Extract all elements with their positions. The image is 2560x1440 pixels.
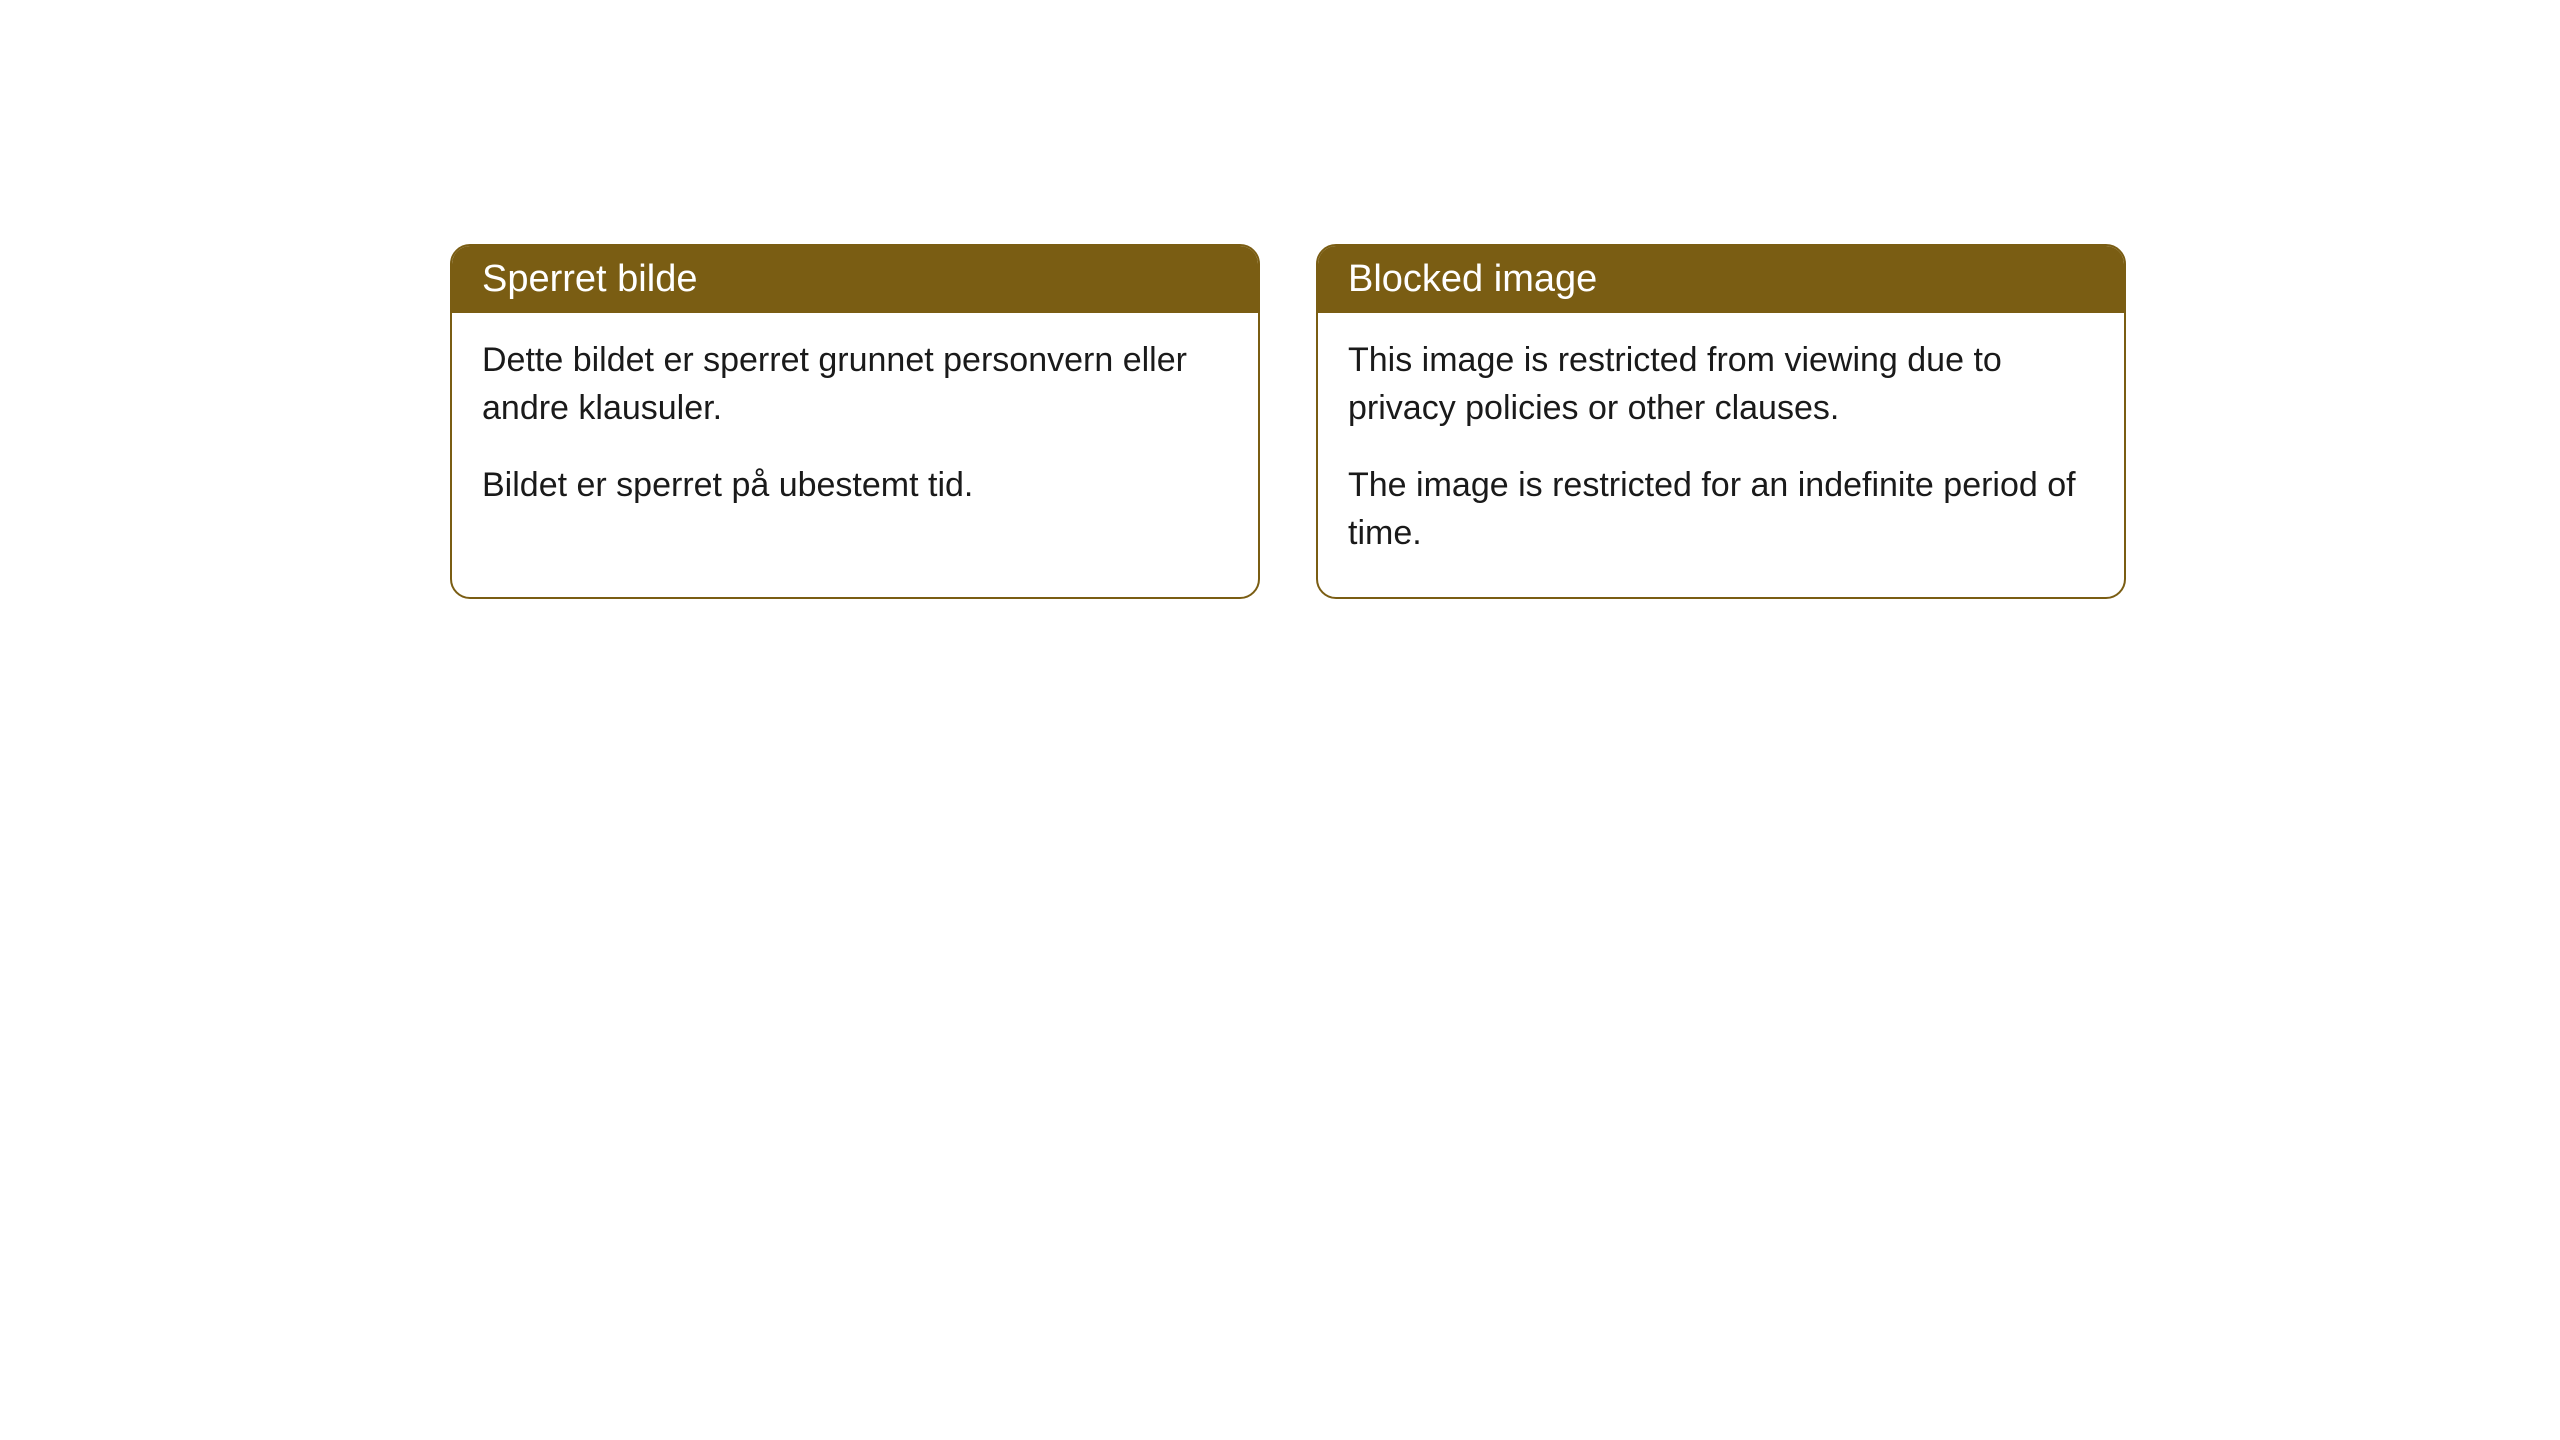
notice-cards-container: Sperret bilde Dette bildet er sperret gr… bbox=[450, 244, 2126, 599]
notice-text-en-2: The image is restricted for an indefinit… bbox=[1348, 462, 2094, 557]
card-body-en: This image is restricted from viewing du… bbox=[1318, 313, 2124, 597]
card-header-en: Blocked image bbox=[1318, 246, 2124, 313]
notice-text-no-1: Dette bildet er sperret grunnet personve… bbox=[482, 337, 1228, 432]
card-header-no: Sperret bilde bbox=[452, 246, 1258, 313]
notice-text-en-1: This image is restricted from viewing du… bbox=[1348, 337, 2094, 432]
card-body-no: Dette bildet er sperret grunnet personve… bbox=[452, 313, 1258, 550]
blocked-image-card-no: Sperret bilde Dette bildet er sperret gr… bbox=[450, 244, 1260, 599]
blocked-image-card-en: Blocked image This image is restricted f… bbox=[1316, 244, 2126, 599]
notice-text-no-2: Bildet er sperret på ubestemt tid. bbox=[482, 462, 1228, 510]
